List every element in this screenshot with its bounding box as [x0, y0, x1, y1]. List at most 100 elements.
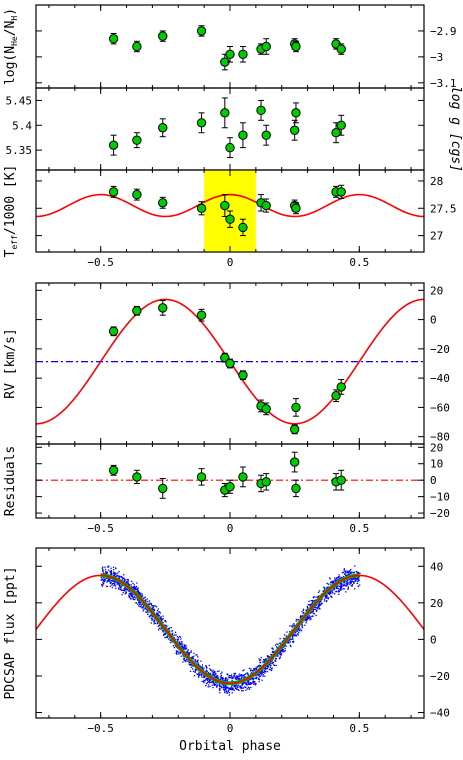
light-curve-datum: [182, 646, 184, 648]
light-curve-datum: [108, 580, 110, 582]
light-curve-datum: [245, 684, 247, 686]
light-curve-datum: [218, 688, 221, 690]
light-curve-datum: [127, 583, 130, 586]
light-curve-datum: [252, 670, 254, 672]
light-curve-datum: [250, 670, 252, 672]
light-curve-datum: [232, 688, 234, 691]
light-curve-datum: [117, 572, 119, 574]
light-curve-datum: [241, 682, 244, 684]
temperature-xtick-label-1: 0: [227, 256, 234, 269]
light-curve-datum: [184, 645, 186, 647]
light-curve-datum: [358, 576, 361, 578]
light-curve-datum: [225, 690, 228, 692]
light-curve-datum: [317, 591, 320, 593]
residuals-ytick-label-3: −10: [430, 491, 450, 504]
light-curve-datum: [340, 587, 342, 589]
light-curve-datum: [197, 663, 199, 665]
light-curve-datum: [128, 594, 130, 596]
light-curve-datum: [317, 596, 319, 598]
light-curve-datum: [219, 686, 221, 688]
light-curve-datum: [226, 679, 228, 681]
light-curve-datum: [123, 577, 125, 580]
light-curve-datum: [264, 672, 266, 674]
light-curve-datum: [260, 672, 262, 674]
light-curve-datum: [103, 577, 105, 579]
light-curve-datum: [238, 677, 240, 679]
gravity-point: [108, 140, 119, 150]
light-curve-datum: [332, 582, 334, 584]
light-curve-datum: [311, 603, 313, 605]
light-curve-datum: [295, 635, 297, 637]
light-curve-datum: [254, 668, 256, 671]
light-curve-datum: [297, 627, 299, 630]
light-curve-datum: [189, 663, 191, 666]
light-curve-datum: [243, 674, 245, 676]
light-curve-datum: [289, 644, 291, 646]
light-curve-datum: [359, 584, 361, 586]
light-curve-datum: [204, 680, 206, 682]
rv-point: [289, 424, 300, 435]
light-curve-datum: [264, 659, 266, 661]
light-curve-xtick-label-0: −0.5: [87, 722, 114, 735]
light-curve-datum: [319, 604, 321, 606]
light-curve-datum: [208, 681, 211, 684]
residuals-xtick-label-1: 0: [227, 522, 234, 535]
light-curve-datum: [293, 624, 296, 626]
light-curve-datum: [150, 622, 152, 624]
light-curve-datum: [233, 685, 235, 688]
light-curve-datum: [182, 655, 184, 657]
gravity-ylabel: log g [cgs]: [448, 86, 463, 172]
light-curve-datum: [214, 683, 216, 686]
light-curve-datum: [338, 578, 340, 580]
light-curve-datum: [330, 590, 332, 592]
light-curve-datum: [136, 582, 138, 584]
light-curve-datum: [344, 584, 346, 586]
light-curve-datum: [142, 610, 144, 612]
light-curve-datum: [155, 606, 158, 608]
residuals-point: [108, 465, 119, 476]
light-curve-datum: [228, 688, 230, 690]
light-curve-datum: [309, 619, 311, 621]
light-curve-datum: [217, 677, 219, 679]
light-curve-datum: [223, 688, 225, 690]
light-curve-datum: [221, 686, 223, 689]
light-curve-datum: [275, 657, 277, 660]
light-curve-datum: [208, 681, 210, 683]
light-curve-datum: [264, 675, 266, 677]
light-curve-datum: [202, 676, 205, 678]
light-curve-datum: [176, 653, 178, 655]
rv-ytick-label-2: −20: [430, 343, 450, 356]
light-curve-datum: [116, 581, 119, 584]
light-curve-datum: [109, 580, 111, 582]
light-curve-datum: [247, 674, 249, 676]
light-curve-ytick-label-3: −20: [430, 670, 450, 683]
light-curve-datum: [103, 572, 105, 574]
light-curve-datum: [103, 581, 105, 583]
light-curve-datum: [123, 587, 125, 590]
light-curve-datum: [329, 578, 331, 580]
light-curve-datum: [196, 660, 198, 662]
light-curve-datum: [194, 659, 196, 661]
light-curve-datum: [279, 638, 281, 640]
abundance-ylabel-end: ): [3, 8, 18, 16]
light-curve-datum: [148, 603, 151, 605]
light-curve-datum: [137, 587, 139, 589]
light-curve-datum: [258, 674, 260, 676]
light-curve-datum: [307, 617, 310, 619]
light-curve-datum: [227, 690, 229, 692]
temperature-frame: [35, 169, 425, 253]
light-curve-datum: [185, 644, 187, 647]
light-curve-datum: [312, 596, 314, 599]
light-curve-datum: [264, 667, 266, 669]
light-curve-datum: [225, 685, 227, 687]
light-curve-datum: [208, 664, 210, 667]
light-curve-datum: [132, 598, 134, 600]
light-curve-datum: [338, 593, 340, 595]
light-curve-datum: [127, 582, 129, 584]
light-curve-datum: [342, 571, 345, 573]
light-curve-datum: [212, 674, 214, 676]
light-curve-datum: [233, 672, 235, 675]
light-curve-datum: [304, 624, 306, 626]
light-curve-datum: [145, 611, 147, 613]
light-curve-datum: [309, 605, 311, 607]
